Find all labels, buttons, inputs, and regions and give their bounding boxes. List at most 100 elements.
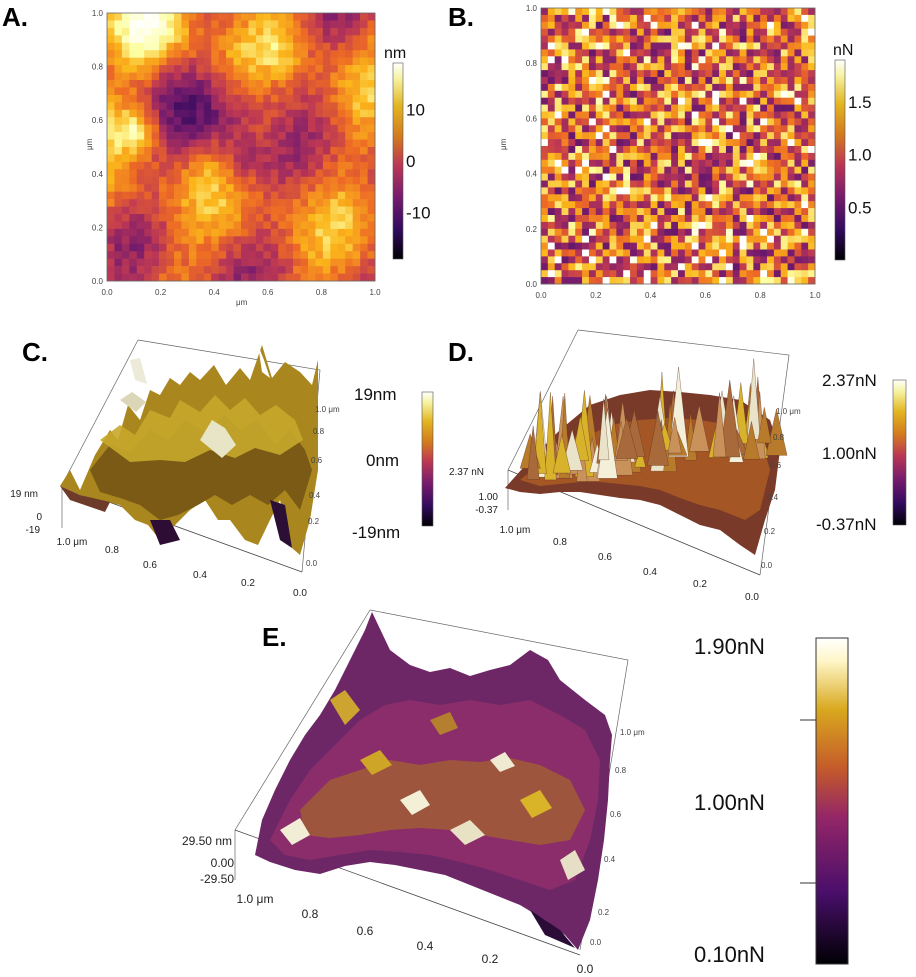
heatmap-cell bbox=[588, 132, 597, 140]
heatmap-cell bbox=[218, 139, 227, 148]
heatmap-cell bbox=[712, 28, 720, 36]
heatmap-cell bbox=[107, 42, 115, 51]
heatmap-cell bbox=[760, 208, 768, 216]
heatmap-cell bbox=[801, 77, 809, 85]
heatmap-cell bbox=[352, 132, 361, 140]
heatmap-cell bbox=[330, 214, 339, 222]
heatmap-cell bbox=[787, 256, 795, 264]
heatmap-cell bbox=[315, 221, 324, 230]
heatmap-cell bbox=[582, 152, 590, 161]
heatmap-cell bbox=[623, 235, 631, 243]
heatmap-cell bbox=[719, 139, 727, 147]
heatmap-cell bbox=[263, 94, 272, 103]
heatmap-cell bbox=[739, 83, 747, 92]
heatmap-cell bbox=[753, 77, 761, 85]
heatmap-cell bbox=[248, 236, 257, 245]
heatmap-cell bbox=[352, 35, 361, 44]
heatmap-cell bbox=[352, 228, 361, 237]
heatmap-cell bbox=[767, 56, 775, 64]
heatmap-cell bbox=[278, 132, 286, 140]
heatmap-cell bbox=[767, 166, 775, 174]
heatmap-cell bbox=[233, 87, 242, 96]
heatmap-cell bbox=[293, 139, 301, 148]
heatmap-cell bbox=[203, 72, 212, 81]
heatmap-cell bbox=[698, 277, 706, 285]
heatmap-cell bbox=[255, 132, 264, 140]
heatmap-cell bbox=[671, 35, 679, 43]
heatmap-cell bbox=[753, 28, 761, 36]
heatmap-cell bbox=[657, 83, 665, 92]
panel-c-y-axis: 0.00.20.40.60.81.0 μm bbox=[306, 405, 340, 568]
heatmap-cell bbox=[330, 87, 339, 96]
heatmap-cell bbox=[188, 221, 197, 230]
heatmap-cell bbox=[541, 42, 549, 50]
heatmap-cell bbox=[671, 159, 679, 167]
heatmap-cell bbox=[107, 147, 115, 155]
heatmap-cell bbox=[270, 228, 279, 237]
heatmap-cell bbox=[609, 97, 617, 105]
heatmap-cell bbox=[808, 208, 816, 216]
heatmap-cell bbox=[678, 263, 686, 271]
heatmap-cell bbox=[705, 146, 713, 154]
heatmap-cell bbox=[285, 80, 294, 88]
heatmap-cell bbox=[129, 214, 138, 222]
heatmap-cell bbox=[278, 184, 286, 192]
heatmap-cell bbox=[684, 70, 692, 78]
heatmap-cell bbox=[188, 191, 197, 200]
heatmap-cell bbox=[794, 146, 802, 154]
heatmap-cell bbox=[698, 104, 706, 112]
heatmap-cell bbox=[582, 125, 590, 133]
heatmap-cell bbox=[121, 35, 130, 44]
heatmap-cell bbox=[739, 242, 747, 250]
heatmap-cell bbox=[174, 214, 182, 222]
heatmap-cell bbox=[278, 236, 286, 245]
heatmap-cell bbox=[664, 132, 672, 140]
heatmap-cell bbox=[588, 221, 597, 230]
heatmap-cell bbox=[588, 228, 597, 236]
heatmap-cell bbox=[753, 201, 761, 209]
heatmap-cell bbox=[278, 42, 286, 51]
heatmap-cell bbox=[181, 80, 190, 88]
heatmap-cell bbox=[136, 20, 145, 29]
heatmap-cell bbox=[300, 50, 309, 58]
heatmap-cell bbox=[616, 139, 624, 147]
heatmap-cell bbox=[568, 173, 576, 181]
heatmap-cell bbox=[300, 199, 309, 207]
heatmap-cell bbox=[114, 161, 123, 170]
heatmap-cell bbox=[241, 87, 249, 96]
heatmap-cell bbox=[255, 161, 264, 170]
heatmap-cell bbox=[712, 49, 720, 57]
heatmap-cell bbox=[166, 27, 175, 36]
heatmap-cell bbox=[255, 87, 264, 96]
heatmap-cell bbox=[636, 21, 645, 29]
heatmap-cell bbox=[159, 124, 167, 133]
heatmap-cell bbox=[630, 187, 638, 195]
heatmap-cell bbox=[760, 104, 768, 112]
heatmap-cell bbox=[575, 63, 583, 71]
heatmap-cell bbox=[166, 109, 175, 118]
heatmap-cell bbox=[136, 102, 145, 111]
heatmap-cell bbox=[725, 8, 734, 16]
heatmap-cell bbox=[575, 270, 583, 278]
heatmap-cell bbox=[136, 214, 145, 222]
heatmap-cell bbox=[582, 14, 590, 23]
heatmap-cell bbox=[188, 147, 197, 155]
heatmap-cell bbox=[352, 87, 361, 96]
heatmap-cell bbox=[595, 28, 603, 36]
panel-a-colorbar-unit: nm bbox=[384, 45, 406, 62]
heatmap-cell bbox=[705, 201, 713, 209]
heatmap-cell bbox=[166, 154, 175, 163]
heatmap-cell bbox=[315, 214, 324, 222]
heatmap-cell bbox=[746, 14, 754, 23]
heatmap-cell bbox=[107, 266, 115, 274]
heatmap-cell bbox=[233, 72, 242, 81]
heatmap-cell bbox=[616, 63, 624, 71]
heatmap-cell bbox=[233, 273, 242, 282]
heatmap-cell bbox=[636, 35, 645, 43]
heatmap-cell bbox=[602, 104, 610, 112]
heatmap-cell bbox=[352, 221, 361, 230]
heatmap-cell bbox=[541, 56, 549, 64]
heatmap-cell bbox=[114, 80, 123, 88]
heatmap-cell bbox=[541, 83, 549, 92]
heatmap-cell bbox=[643, 139, 651, 147]
